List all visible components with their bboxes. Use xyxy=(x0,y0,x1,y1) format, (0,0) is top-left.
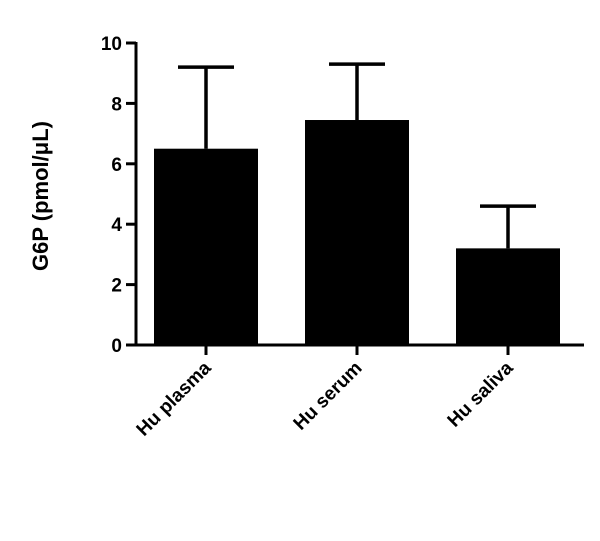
error-bars-layer xyxy=(178,62,536,249)
y-tick-label-6: 6 xyxy=(111,155,122,176)
y-tick-label-4: 4 xyxy=(111,215,122,236)
bar-3 xyxy=(456,248,560,345)
y-tick-label-10: 10 xyxy=(101,34,122,55)
x-category-label-2: Hu serum xyxy=(290,358,367,435)
bar-1 xyxy=(154,148,258,345)
axes-layer xyxy=(126,41,584,355)
y-axis-title: G6P (pmol/μL) xyxy=(28,121,53,271)
y-tick-label-0: 0 xyxy=(111,336,122,357)
y-tick-label-2: 2 xyxy=(111,276,122,297)
bar-2 xyxy=(305,120,409,345)
bars-layer xyxy=(154,120,560,345)
x-category-label-1: Hu plasma xyxy=(133,357,216,440)
y-tick-label-8: 8 xyxy=(111,94,122,115)
x-category-label-3: Hu saliva xyxy=(444,357,518,431)
